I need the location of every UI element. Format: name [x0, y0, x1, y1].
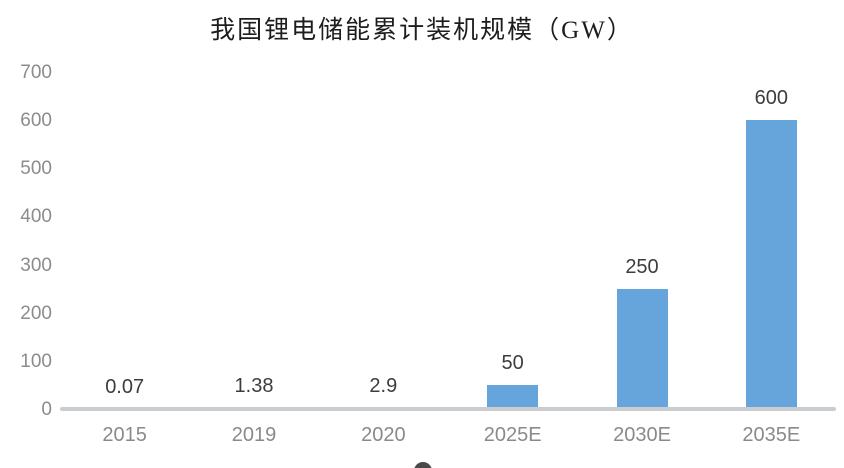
x-axis-line: [60, 407, 836, 411]
x-axis-category-label: 2019: [231, 424, 277, 446]
partial-circle-watermark-icon: [414, 462, 432, 468]
bar-2025E: [487, 385, 539, 409]
x-axis-category-label: 2035E: [742, 424, 801, 446]
bar-value-label: 1.38: [234, 375, 274, 397]
bar-value-label: 0.07: [105, 376, 145, 398]
y-axis-tick-label: 200: [20, 302, 52, 324]
chart-title: 我国锂电储能累计装机规模（GW）: [210, 17, 634, 44]
bar-2035E: [745, 120, 797, 409]
y-axis-tick-label: 600: [20, 110, 52, 132]
y-axis-tick-label: 100: [20, 350, 52, 372]
bar-2030E: [616, 289, 668, 409]
x-axis-category-label: 2020: [361, 424, 406, 446]
y-axis-tick-label: 400: [20, 206, 52, 228]
y-axis-tick-label: 0: [41, 399, 52, 420]
bar-value-label: 50: [501, 352, 524, 374]
y-axis-tick-label: 700: [20, 62, 52, 83]
y-axis-tick-label: 300: [20, 254, 52, 276]
x-axis-category-label: 2015: [102, 424, 147, 446]
bar-value-label: 250: [625, 256, 659, 278]
y-axis-tick-label: 500: [20, 158, 52, 180]
x-axis-category-label: 2025E: [483, 424, 542, 446]
bar-value-label: 2.9: [369, 375, 398, 397]
bar-value-label: 600: [754, 87, 789, 109]
x-axis-category-label: 2030E: [613, 424, 671, 446]
